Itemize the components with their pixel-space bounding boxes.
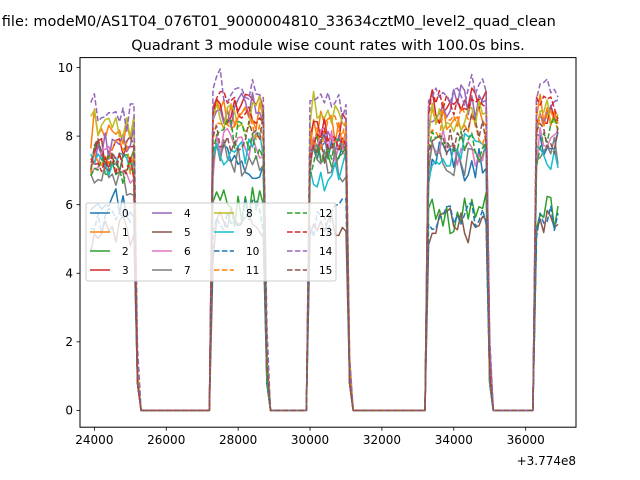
x-tick-label: 34000: [435, 433, 473, 447]
x-offset-label: +3.774e8: [517, 454, 576, 468]
legend-label-7: 7: [184, 265, 191, 277]
series-line-15: [90, 110, 559, 412]
legend-label-9: 9: [246, 227, 253, 239]
x-axis: 24000 26000 28000 30000 32000 34000 36000: [75, 427, 545, 447]
y-tick-label: 6: [65, 198, 73, 212]
legend-label-11: 11: [246, 265, 259, 277]
y-tick-label: 10: [58, 61, 73, 75]
y-tick-label: 8: [65, 129, 73, 143]
legend-label-1: 1: [122, 227, 129, 239]
chart-title: Quadrant 3 module wise count rates with …: [131, 38, 525, 54]
figure-suptitle: n file: modeM0/AS1T04_076T01_9000004810_…: [0, 14, 556, 30]
x-tick-label: 36000: [507, 433, 545, 447]
legend-label-6: 6: [184, 246, 191, 258]
legend-label-4: 4: [184, 208, 191, 220]
legend-label-3: 3: [122, 265, 129, 277]
legend-label-13: 13: [319, 227, 332, 239]
legend-label-2: 2: [122, 246, 129, 258]
legend-label-5: 5: [184, 227, 191, 239]
y-axis: 0 2 4 6 8 10: [58, 61, 80, 418]
legend-label-12: 12: [319, 208, 332, 220]
x-tick-label: 32000: [363, 433, 401, 447]
legend-frame: [85, 202, 337, 282]
plot-area: 24000 26000 28000 30000 32000 34000 36000 0 2 4 6…: [58, 57, 577, 447]
x-tick-label: 28000: [219, 433, 257, 447]
x-tick-label: 26000: [147, 433, 185, 447]
y-tick-label: 4: [65, 267, 73, 281]
legend-label-8: 8: [246, 208, 253, 220]
x-tick-label: 30000: [291, 433, 329, 447]
plot-frame: [79, 57, 577, 428]
legend-label-0: 0: [122, 208, 129, 220]
legend-label-10: 10: [246, 246, 259, 258]
y-tick-label: 0: [65, 404, 73, 418]
legend-label-15: 15: [319, 265, 332, 277]
x-tick-label: 24000: [75, 433, 113, 447]
y-tick-label: 2: [65, 335, 73, 349]
legend-label-14: 14: [319, 246, 333, 258]
